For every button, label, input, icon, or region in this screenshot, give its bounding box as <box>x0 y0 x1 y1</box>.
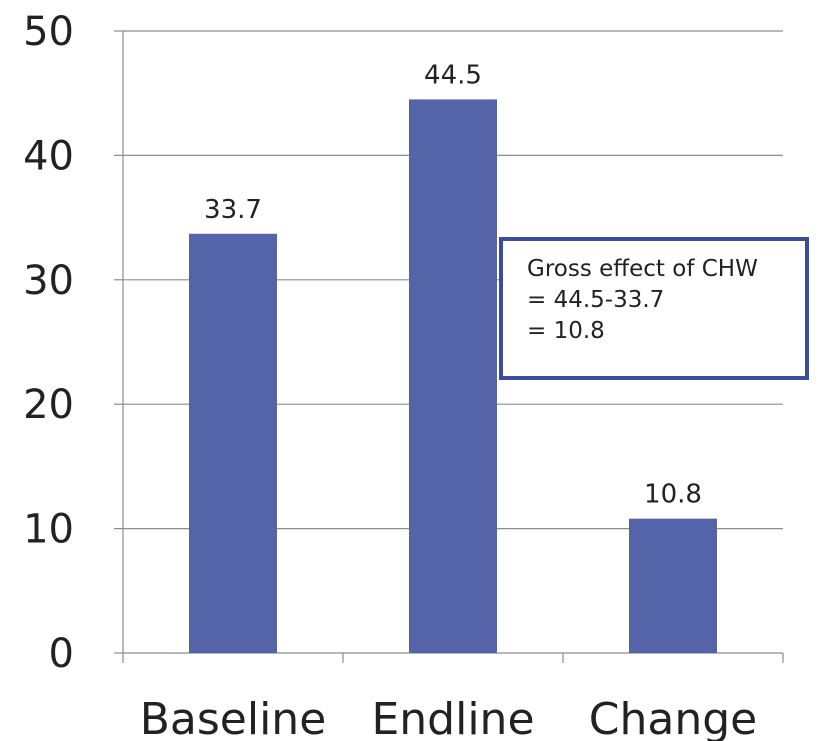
bar-endline <box>409 99 497 654</box>
data-label-change: 10.8 <box>644 480 702 510</box>
annotation-box: Gross effect of CHW = 44.5-33.7 = 10.8 <box>499 237 809 380</box>
annotation-line-2: = 44.5-33.7 <box>527 287 665 313</box>
data-label-endline: 44.5 <box>424 60 482 90</box>
category-label-endline: Endline <box>371 694 534 741</box>
ytick-label-30: 30 <box>23 258 74 304</box>
ytick-label-40: 40 <box>23 133 74 179</box>
ytick-label-0: 0 <box>49 631 74 677</box>
annotation-line-3: = 10.8 <box>527 318 605 344</box>
category-label-change: Change <box>589 694 757 741</box>
bar-baseline <box>189 233 277 653</box>
ytick-label-10: 10 <box>23 507 74 553</box>
bar-change <box>629 518 717 653</box>
category-label-baseline: Baseline <box>140 694 327 741</box>
annotation-line-1: Gross effect of CHW <box>527 256 758 282</box>
ytick-label-50: 50 <box>23 9 74 55</box>
data-label-baseline: 33.7 <box>204 195 262 225</box>
ytick-label-20: 20 <box>23 382 74 428</box>
